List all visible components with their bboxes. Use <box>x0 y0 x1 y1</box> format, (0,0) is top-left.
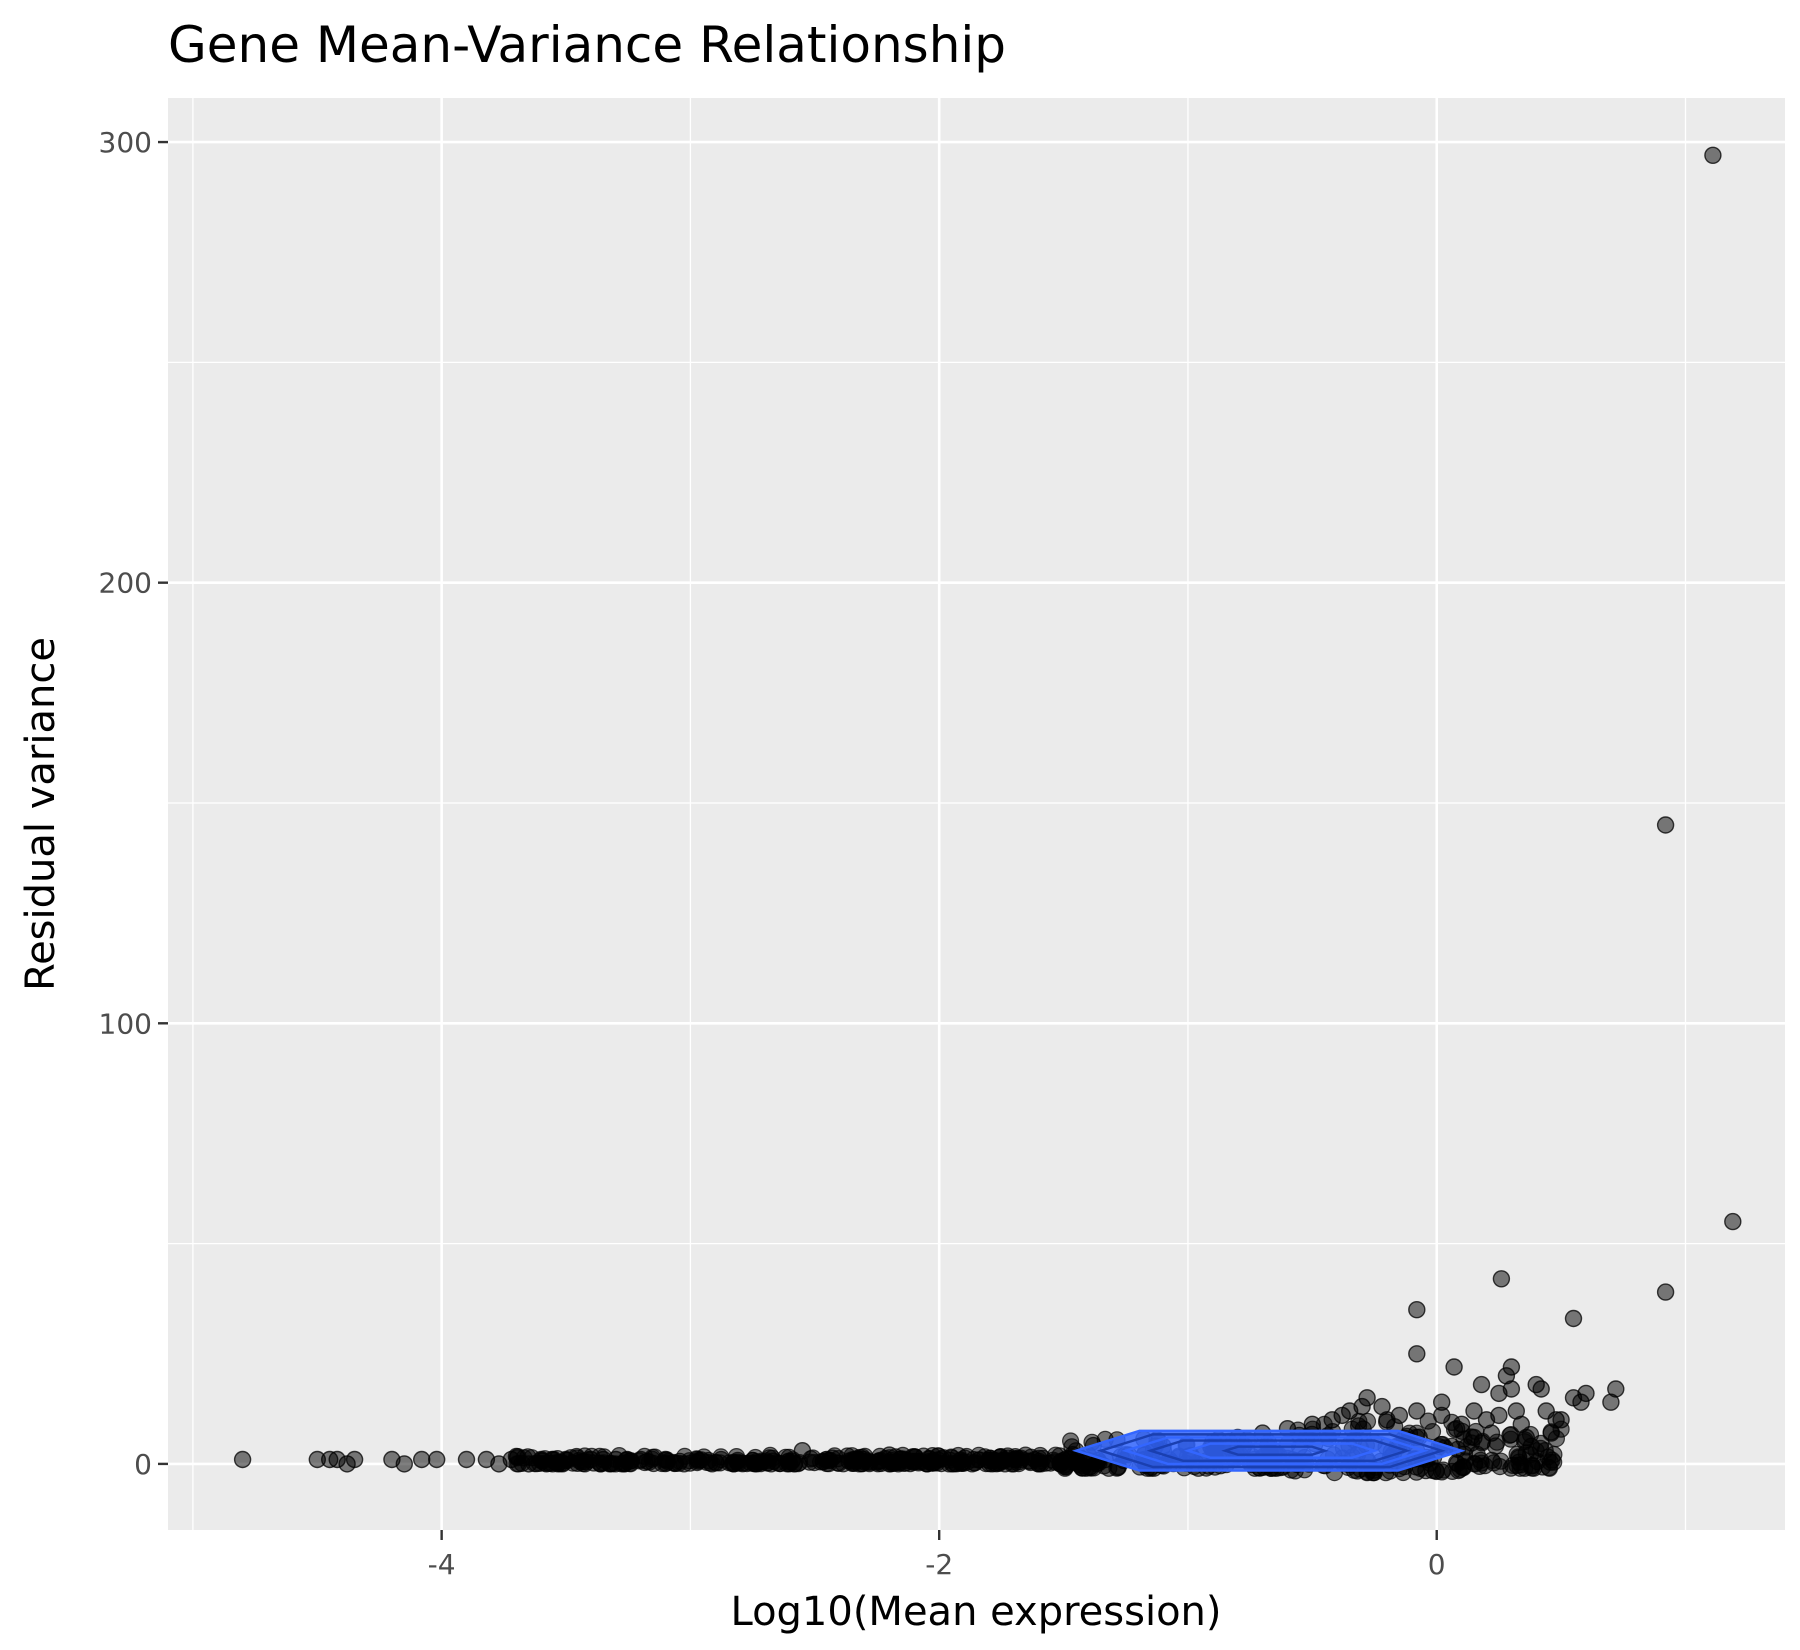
y-tick-label: 200 <box>99 567 152 600</box>
plot-panel <box>168 98 1785 1530</box>
y-axis-ticks: 0 100 200 300 <box>99 126 168 1481</box>
y-tick-label: 100 <box>99 1007 152 1040</box>
data-point <box>557 1450 575 1469</box>
x-axis-title: Log10(Mean expression) <box>730 1589 1221 1635</box>
x-tick-label: -4 <box>428 1548 456 1581</box>
data-point <box>880 1446 899 1464</box>
band-point <box>1510 1453 1528 1471</box>
band-point <box>846 1450 864 1468</box>
data-point <box>1465 1402 1483 1420</box>
data-point <box>1502 1358 1521 1376</box>
data-point <box>1492 1270 1511 1288</box>
density-contour <box>1121 1436 1429 1466</box>
data-point <box>1465 1428 1483 1447</box>
x-tick-label: -2 <box>925 1548 953 1581</box>
data-point <box>1390 1406 1409 1425</box>
data-point <box>1656 1283 1675 1301</box>
data-point <box>233 1450 252 1469</box>
density-contour <box>1183 1442 1379 1459</box>
data-point <box>607 1450 625 1469</box>
density-contour <box>1146 1439 1411 1463</box>
data-point <box>1472 1375 1491 1394</box>
data-point <box>1482 1424 1501 1442</box>
data-point <box>1724 1212 1742 1231</box>
band-point <box>762 1455 780 1473</box>
data-point <box>1577 1384 1595 1403</box>
band-point <box>1525 1459 1543 1477</box>
density-contour <box>1096 1433 1446 1469</box>
data-point <box>1408 1345 1426 1363</box>
data-point <box>1656 816 1675 834</box>
data-point <box>656 1450 675 1469</box>
minor-grid <box>168 98 1785 1530</box>
data-point <box>413 1450 431 1469</box>
band-point <box>1454 1457 1473 1476</box>
data-point <box>457 1450 476 1469</box>
band-point <box>929 1451 947 1469</box>
band-point <box>746 1455 764 1473</box>
data-point <box>1452 1415 1471 1434</box>
chart-title: Gene Mean-Variance Relationship <box>168 16 1006 74</box>
band-point <box>1434 1461 1452 1479</box>
data-point <box>395 1455 413 1473</box>
band-point <box>681 1454 699 1472</box>
data-point <box>345 1450 364 1469</box>
data-point <box>1522 1437 1541 1456</box>
data-point <box>1432 1406 1451 1425</box>
data-point <box>1502 1380 1521 1398</box>
band-point <box>729 1451 747 1470</box>
data-point <box>1607 1380 1625 1398</box>
data-point <box>632 1450 650 1469</box>
density-contour <box>1221 1445 1329 1456</box>
data-point <box>1490 1406 1508 1425</box>
band-point <box>1540 1459 1559 1477</box>
y-tick-label: 300 <box>99 126 152 159</box>
data-point <box>1408 1300 1426 1319</box>
band-point <box>785 1455 803 1473</box>
data-point <box>1445 1358 1463 1376</box>
data-point <box>793 1441 812 1460</box>
data-point <box>502 1450 520 1469</box>
data-point <box>1532 1380 1550 1398</box>
data-point <box>1704 146 1722 165</box>
x-axis-ticks: -4 -2 0 <box>428 1530 1446 1581</box>
data-point <box>428 1450 446 1469</box>
band-point <box>1417 1462 1435 1480</box>
x-tick-label: 0 <box>1428 1548 1446 1581</box>
band-point <box>963 1455 981 1473</box>
data-point <box>1564 1309 1583 1328</box>
band-point <box>994 1451 1012 1469</box>
density-contours <box>1071 1429 1466 1472</box>
band-point <box>820 1451 838 1470</box>
data-point <box>1552 1411 1570 1429</box>
data-point <box>1358 1389 1376 1407</box>
data-point <box>1408 1402 1426 1420</box>
data-points <box>233 146 1742 1473</box>
y-tick-label: 0 <box>134 1448 152 1481</box>
y-axis-title: Residual variance <box>18 637 64 991</box>
